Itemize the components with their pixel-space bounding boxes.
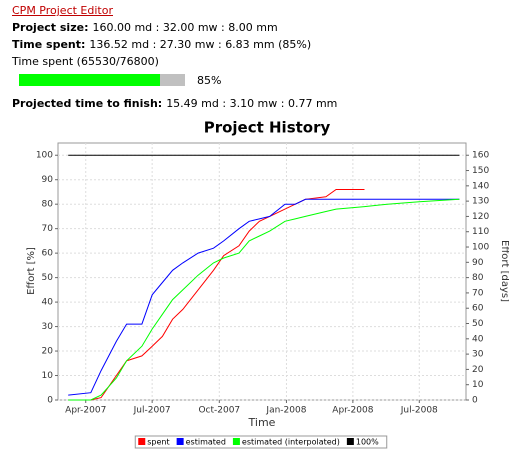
value: 15.49 md : 3.10 mw : 0.77 mm bbox=[166, 97, 338, 110]
legend-swatch bbox=[232, 438, 240, 445]
y2-tick-label: 70 bbox=[472, 288, 484, 298]
y-axis-label: Effort [%] bbox=[26, 247, 37, 295]
y2-tick-label: 160 bbox=[472, 151, 489, 161]
legend-label: 100% bbox=[356, 438, 379, 447]
progress-label: 85% bbox=[197, 74, 222, 87]
y2-tick-label: 130 bbox=[472, 197, 489, 207]
y-tick-label: 0 bbox=[47, 396, 53, 406]
x-tick-label: Jan-2008 bbox=[265, 406, 306, 416]
y-tick-label: 60 bbox=[42, 249, 54, 259]
editor-link[interactable]: CPM Project Editor bbox=[12, 4, 113, 17]
legend-box bbox=[134, 435, 388, 449]
y-tick-label: 100 bbox=[36, 151, 53, 161]
x-tick-label: Apr-2008 bbox=[332, 406, 373, 416]
y2-tick-label: 0 bbox=[472, 396, 478, 406]
y2-tick-label: 120 bbox=[472, 212, 489, 222]
y2-tick-label: 10 bbox=[472, 380, 484, 390]
value: 136.52 md : 27.30 mw : 6.83 mm (85%) bbox=[89, 38, 312, 51]
legend-swatch bbox=[176, 438, 184, 445]
y2-tick-label: 30 bbox=[472, 350, 484, 360]
y2-tick-label: 140 bbox=[472, 181, 489, 191]
label: Project size: bbox=[12, 21, 89, 34]
legend-label: spent bbox=[147, 438, 169, 447]
time-spent-ratio: Time spent (65530/76800) bbox=[12, 55, 159, 68]
plot-area bbox=[57, 142, 467, 401]
y-tick-label: 50 bbox=[42, 273, 54, 283]
label: Time spent: bbox=[12, 38, 86, 51]
x-axis-label: Time bbox=[248, 416, 276, 429]
label: Projected time to finish: bbox=[12, 97, 163, 110]
y-tick-label: 10 bbox=[42, 371, 54, 381]
series-line bbox=[68, 198, 460, 401]
y-tick-label: 70 bbox=[42, 224, 54, 234]
value: 160.00 md : 32.00 mw : 8.00 mm bbox=[92, 21, 278, 34]
x-tick-label: Jul-2008 bbox=[400, 406, 438, 416]
y-tick-label: 40 bbox=[42, 298, 54, 308]
y2-tick-label: 110 bbox=[472, 227, 489, 237]
progress-track bbox=[19, 74, 185, 86]
y-tick-label: 20 bbox=[42, 347, 54, 357]
series-line bbox=[68, 198, 460, 396]
projected: Projected time to finish: 15.49 md : 3.10… bbox=[12, 97, 337, 110]
y2-tick-label: 20 bbox=[472, 365, 484, 375]
y2-tick-label: 100 bbox=[472, 243, 489, 253]
legend-swatch bbox=[138, 438, 146, 445]
legend-swatch bbox=[346, 438, 354, 445]
y2-tick-label: 60 bbox=[472, 304, 484, 314]
chart-title: Project History bbox=[204, 119, 331, 137]
y2-tick-label: 80 bbox=[472, 273, 484, 283]
y2-tick-label: 50 bbox=[472, 319, 484, 329]
x-tick-label: Oct-2007 bbox=[198, 406, 240, 416]
y-tick-label: 80 bbox=[42, 200, 54, 210]
y-tick-label: 90 bbox=[42, 175, 54, 185]
y2-axis-label: Effort [days] bbox=[499, 240, 509, 302]
y2-tick-label: 40 bbox=[472, 334, 484, 344]
project-size: Project size: 160.00 md : 32.00 mw : 8.00… bbox=[12, 21, 278, 34]
legend-label: estimated bbox=[186, 438, 226, 447]
x-tick-label: Jul-2007 bbox=[133, 406, 171, 416]
time-spent: Time spent: 136.52 md : 27.30 mw : 6.83 m… bbox=[12, 38, 311, 51]
x-tick-label: Apr-2007 bbox=[65, 406, 106, 416]
y2-tick-label: 150 bbox=[472, 166, 489, 176]
link-row: CPM Project Editor bbox=[12, 4, 113, 17]
y-tick-label: 30 bbox=[42, 322, 54, 332]
progress-fill bbox=[19, 74, 161, 86]
legend-label: estimated (interpolated) bbox=[242, 438, 340, 447]
y2-tick-label: 90 bbox=[472, 258, 484, 268]
